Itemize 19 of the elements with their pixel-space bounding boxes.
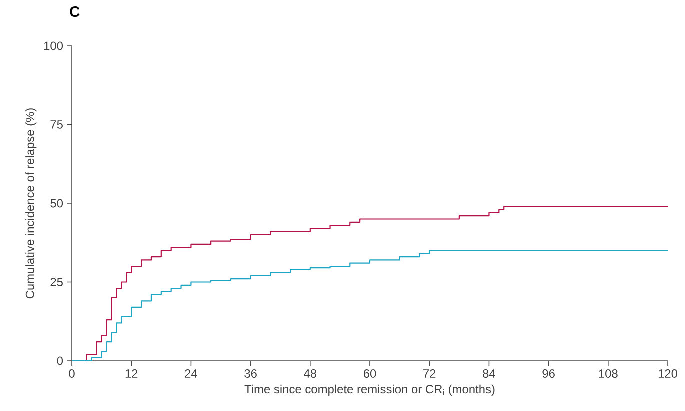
x-tick-label: 120 bbox=[658, 370, 678, 378]
y-tick-label: 0 bbox=[57, 356, 64, 366]
x-tick-label: 36 bbox=[244, 370, 257, 378]
x-tick-label: 84 bbox=[483, 370, 496, 378]
y-tick-label: 75 bbox=[50, 120, 63, 129]
y-tick-label: 25 bbox=[50, 278, 63, 286]
x-tick-label: 96 bbox=[542, 370, 555, 378]
x-tick-label: 48 bbox=[304, 370, 317, 378]
x-tick-label: 0 bbox=[69, 370, 75, 378]
y-axis-title: Cumulative incidence of relapse (%) bbox=[26, 108, 37, 299]
x-tick-label: 60 bbox=[364, 370, 376, 378]
x-tick-label: 72 bbox=[424, 370, 436, 378]
y-tick-label: 50 bbox=[50, 199, 64, 208]
x-tick-label: 24 bbox=[185, 370, 198, 378]
y-tick-label: 100 bbox=[44, 42, 64, 50]
x-axis-title: Time since complete remission or CR$_{i}$ (months) bbox=[244, 384, 495, 396]
x-tick-label: 12 bbox=[126, 370, 138, 378]
x-tick-label: 108 bbox=[599, 370, 618, 378]
chart-title: C bbox=[70, 6, 80, 18]
